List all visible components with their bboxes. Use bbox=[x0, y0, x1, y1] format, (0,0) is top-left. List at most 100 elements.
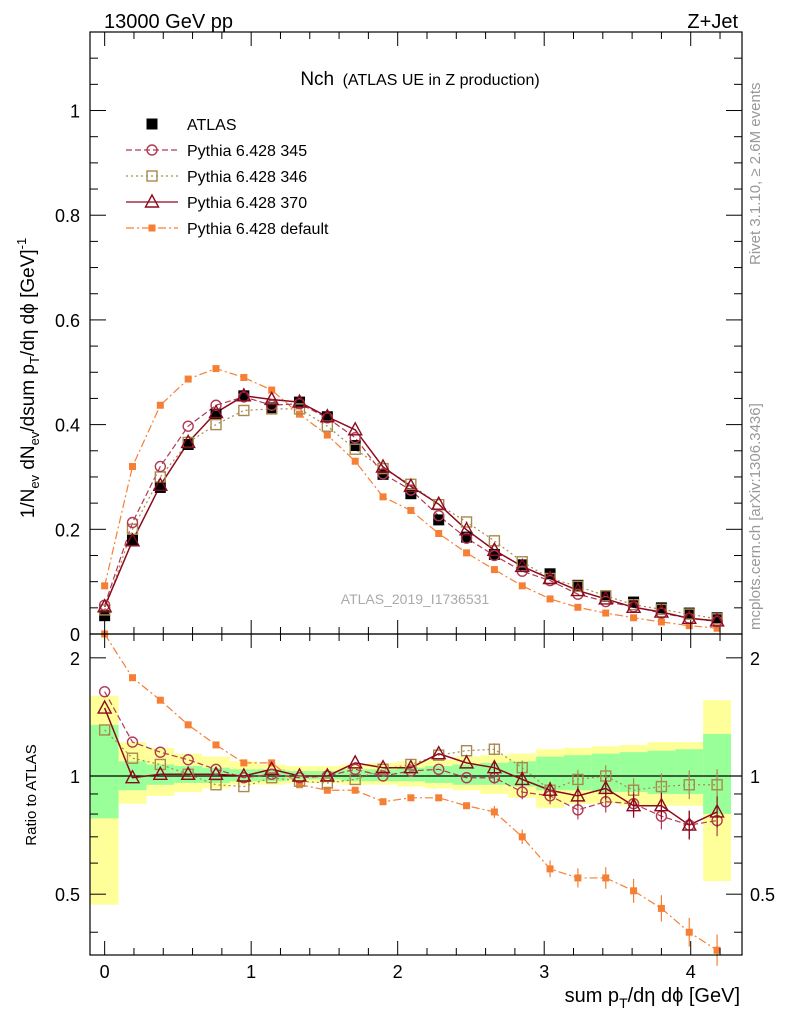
ratio-tick-label-right: 0.5 bbox=[750, 885, 775, 905]
ratio-point-p370-14 bbox=[486, 759, 503, 774]
ratio-point-pdefault-1 bbox=[128, 674, 136, 682]
main-point-atlas-12 bbox=[433, 514, 445, 526]
main-point-pdefault-8 bbox=[323, 431, 331, 439]
legend-label-p346: Pythia 6.428 346 bbox=[187, 169, 307, 186]
legend-label-p345: Pythia 6.428 345 bbox=[187, 143, 307, 160]
main-point-p370-11 bbox=[403, 477, 419, 493]
ratio-point-pdefault-5 bbox=[240, 759, 248, 767]
main-point-p346-9 bbox=[349, 443, 361, 455]
main-point-p370-12 bbox=[431, 495, 447, 510]
main-point-p370-10 bbox=[375, 458, 391, 473]
main-point-pdefault-11 bbox=[407, 506, 415, 514]
main-point-p370-13 bbox=[458, 521, 475, 536]
main-point-p345-6 bbox=[265, 399, 278, 411]
ratio-point-p345-15 bbox=[516, 786, 528, 798]
main-point-pdefault-4 bbox=[212, 365, 220, 373]
ratio-band-inner-13 bbox=[452, 764, 481, 785]
main-y-axis-label: 1/Nev dNev/dsum pT/dη dϕ [GeV]-1 bbox=[14, 238, 42, 519]
ratio-point-p370-7 bbox=[291, 767, 308, 782]
ratio-point-pdefault-16 bbox=[546, 865, 554, 873]
ratio-band-inner-6 bbox=[257, 769, 286, 782]
main-point-atlas-14 bbox=[488, 548, 500, 560]
ratio-point-p370-15 bbox=[514, 770, 530, 786]
main-point-p370-17 bbox=[570, 582, 586, 597]
main-point-p370-18 bbox=[598, 590, 614, 605]
ratio-point-p370-21 bbox=[681, 816, 697, 831]
main-point-p345-2 bbox=[154, 460, 167, 473]
x-tick-label: 2 bbox=[393, 962, 403, 982]
ratio-point-pdefault-20 bbox=[657, 904, 665, 912]
main-point-atlas-2 bbox=[154, 481, 166, 493]
legend-label-p370: Pythia 6.428 370 bbox=[187, 195, 307, 212]
ratio-point-p370-17 bbox=[570, 787, 586, 802]
main-point-atlas-5 bbox=[238, 390, 250, 402]
y-tick-label: 0 bbox=[70, 625, 80, 645]
ratio-series-layer bbox=[96, 630, 725, 966]
ratio-point-p345-13 bbox=[460, 772, 473, 784]
main-point-pdefault-12 bbox=[435, 529, 443, 537]
ratio-point-p345-3 bbox=[182, 754, 194, 766]
main-point-p370-1 bbox=[124, 532, 141, 547]
main-point-pdefault-0 bbox=[101, 582, 109, 590]
ratio-line-p346 bbox=[104, 729, 718, 791]
main-point-p346-5 bbox=[238, 404, 250, 417]
ratio-tick-label-right: 1 bbox=[750, 767, 760, 787]
main-point-atlas-11 bbox=[405, 488, 417, 500]
x-tick-label: 4 bbox=[686, 962, 696, 982]
main-point-atlas-15 bbox=[516, 559, 528, 571]
main-point-p345-9 bbox=[349, 431, 361, 444]
ratio-point-p345-10 bbox=[377, 770, 389, 782]
ratio-point-p370-3 bbox=[180, 765, 196, 781]
main-point-p370-14 bbox=[486, 541, 503, 556]
main-point-atlas-10 bbox=[377, 468, 389, 480]
main-line-p370 bbox=[103, 395, 718, 622]
ratio-point-p370-10 bbox=[375, 759, 391, 774]
main-point-atlas-13 bbox=[461, 531, 473, 543]
ratio-point-p346-1 bbox=[126, 752, 139, 764]
y-tick-label: 0.8 bbox=[55, 206, 80, 226]
ratio-point-p346-0 bbox=[98, 724, 111, 736]
legend-marker-pdefault bbox=[148, 224, 156, 232]
ratio-point-p370-16 bbox=[542, 781, 558, 796]
main-point-p370-7 bbox=[291, 393, 308, 408]
ratio-point-pdefault-19 bbox=[630, 887, 638, 895]
ratio-point-p370-12 bbox=[431, 745, 447, 760]
ratio-point-p345-12 bbox=[433, 763, 445, 776]
ratio-point-p370-8 bbox=[319, 767, 336, 782]
ratio-point-pdefault-7 bbox=[296, 781, 304, 789]
main-point-p370-16 bbox=[542, 570, 558, 585]
ratio-point-pdefault-11 bbox=[407, 794, 415, 802]
ratio-point-pdefault-2 bbox=[156, 696, 164, 704]
legend-marker-atlas bbox=[146, 118, 158, 130]
ratio-panel-frame bbox=[89, 633, 743, 956]
ratio-band-inner-0 bbox=[90, 724, 119, 819]
ratio-point-pdefault-18 bbox=[602, 874, 610, 882]
mcplots-label: mcplots.cern.ch [arXiv:1306.3436] bbox=[747, 403, 764, 630]
main-point-atlas-4 bbox=[210, 408, 222, 420]
y-tick-label: 0.2 bbox=[55, 520, 80, 540]
ratio-point-p370-1 bbox=[124, 769, 141, 784]
main-point-p345-4 bbox=[210, 399, 222, 411]
ratio-point-p370-5 bbox=[236, 767, 252, 782]
ratio-point-p346-21 bbox=[683, 779, 695, 791]
main-point-pdefault-9 bbox=[351, 457, 359, 465]
ratio-point-pdefault-10 bbox=[379, 798, 387, 806]
main-point-pdefault-16 bbox=[546, 595, 554, 603]
ratio-point-p346-8 bbox=[321, 777, 334, 789]
ratio-tick-label-left: 0.5 bbox=[55, 885, 80, 905]
ratio-point-p370-19 bbox=[625, 797, 642, 812]
ratio-point-p370-4 bbox=[208, 765, 224, 781]
main-point-pdefault-18 bbox=[602, 609, 610, 617]
ratio-band-inner-10 bbox=[369, 769, 397, 782]
main-point-pdefault-17 bbox=[574, 603, 582, 611]
main-point-atlas-22 bbox=[711, 612, 723, 624]
ratio-tick-label-left: 1 bbox=[70, 767, 80, 787]
y-tick-label: 0.6 bbox=[55, 311, 80, 331]
ratio-point-pdefault-13 bbox=[463, 802, 471, 810]
y-tick-label: 1 bbox=[70, 102, 80, 122]
main-point-p370-19 bbox=[625, 598, 642, 614]
main-point-atlas-7 bbox=[294, 396, 306, 408]
main-point-pdefault-19 bbox=[630, 614, 638, 622]
